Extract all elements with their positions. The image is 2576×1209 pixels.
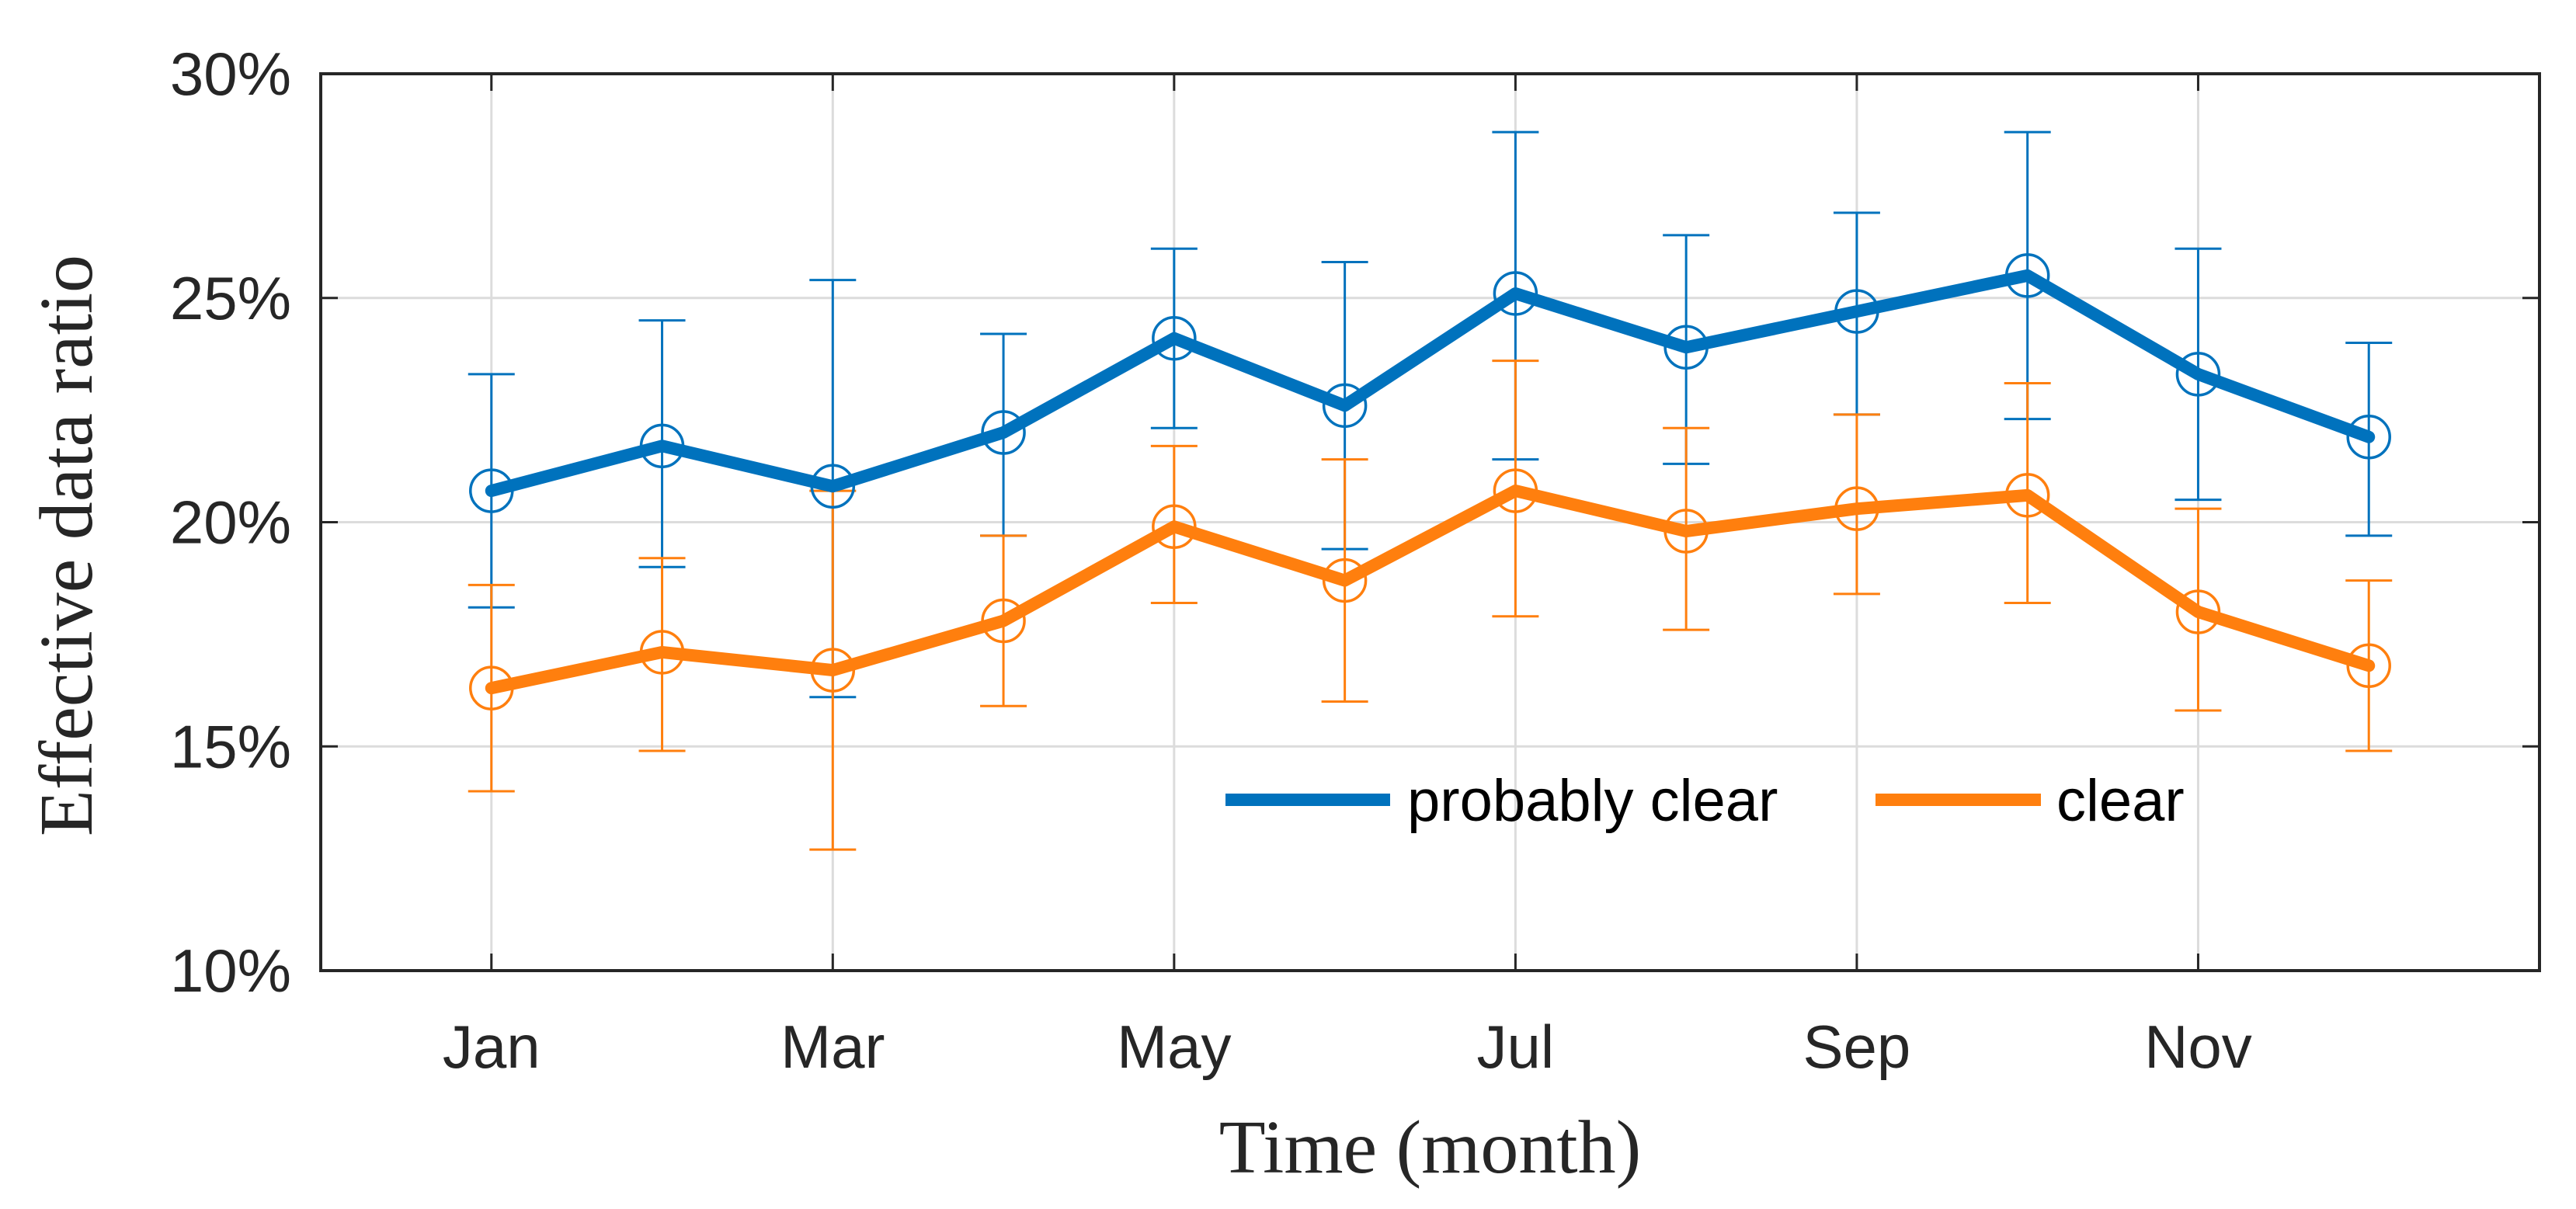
clear-marker <box>810 648 856 693</box>
clear-marker <box>2346 643 2391 689</box>
probably-clear-marker <box>810 464 856 509</box>
probably-clear-marker <box>1663 325 1709 370</box>
probably-clear-marker <box>1834 289 1879 334</box>
y-tick-label: 30% <box>170 40 291 108</box>
clear-marker <box>639 630 685 675</box>
clear-marker <box>1322 558 1368 603</box>
clear-marker <box>2004 473 2050 518</box>
tick-labels: Jan Mar May Jul Sep Nov 10% 15% 20% 25% 30% <box>170 40 2252 1081</box>
y-axis-title: Effective data ratio <box>25 255 109 836</box>
legend-item-probably-clear: probably clear <box>1225 768 1778 834</box>
x-tick-label: May <box>1117 1013 1231 1081</box>
x-tick-label: Jul <box>1477 1013 1555 1081</box>
y-tick-label: 10% <box>170 936 291 1005</box>
legend: probably clear clear <box>1225 768 2185 834</box>
probably-clear-marker <box>1152 315 1197 361</box>
x-tick-label: Sep <box>1803 1013 1911 1081</box>
legend-label: clear <box>2056 768 2185 834</box>
axis-ticks <box>321 72 2539 972</box>
clear-line <box>485 485 2376 695</box>
probably-clear-marker <box>639 423 685 469</box>
clear-marker <box>1663 509 1709 554</box>
clear-marker <box>1834 486 1879 531</box>
clear-marker <box>981 598 1026 644</box>
probably-clear-marker <box>1493 271 1538 316</box>
probably-clear-marker <box>469 468 514 513</box>
probably-clear-marker <box>2004 253 2050 298</box>
y-tick-label: 20% <box>170 488 291 557</box>
clear-marker <box>469 665 514 710</box>
series-markers <box>469 253 2391 710</box>
clear-marker <box>2175 589 2221 634</box>
y-tick-label: 15% <box>170 712 291 780</box>
probably-clear-marker <box>1322 383 1368 429</box>
probably-clear-marker <box>2346 415 2391 460</box>
legend-label: probably clear <box>1407 768 1778 834</box>
x-tick-label: Nov <box>2144 1013 2252 1081</box>
probably-clear-marker <box>2175 352 2221 397</box>
series-lines <box>485 269 2376 695</box>
x-axis-title: Time (month) <box>1219 1106 1642 1190</box>
x-tick-label: Jan <box>443 1013 541 1081</box>
x-tick-label: Mar <box>780 1013 885 1081</box>
y-tick-label: 25% <box>170 264 291 332</box>
probably-clear-marker <box>981 410 1026 455</box>
clear-marker <box>1493 468 1538 513</box>
legend-item-clear: clear <box>1876 768 2185 834</box>
clear-marker <box>1152 504 1197 550</box>
probably-clear-line <box>485 269 2376 498</box>
